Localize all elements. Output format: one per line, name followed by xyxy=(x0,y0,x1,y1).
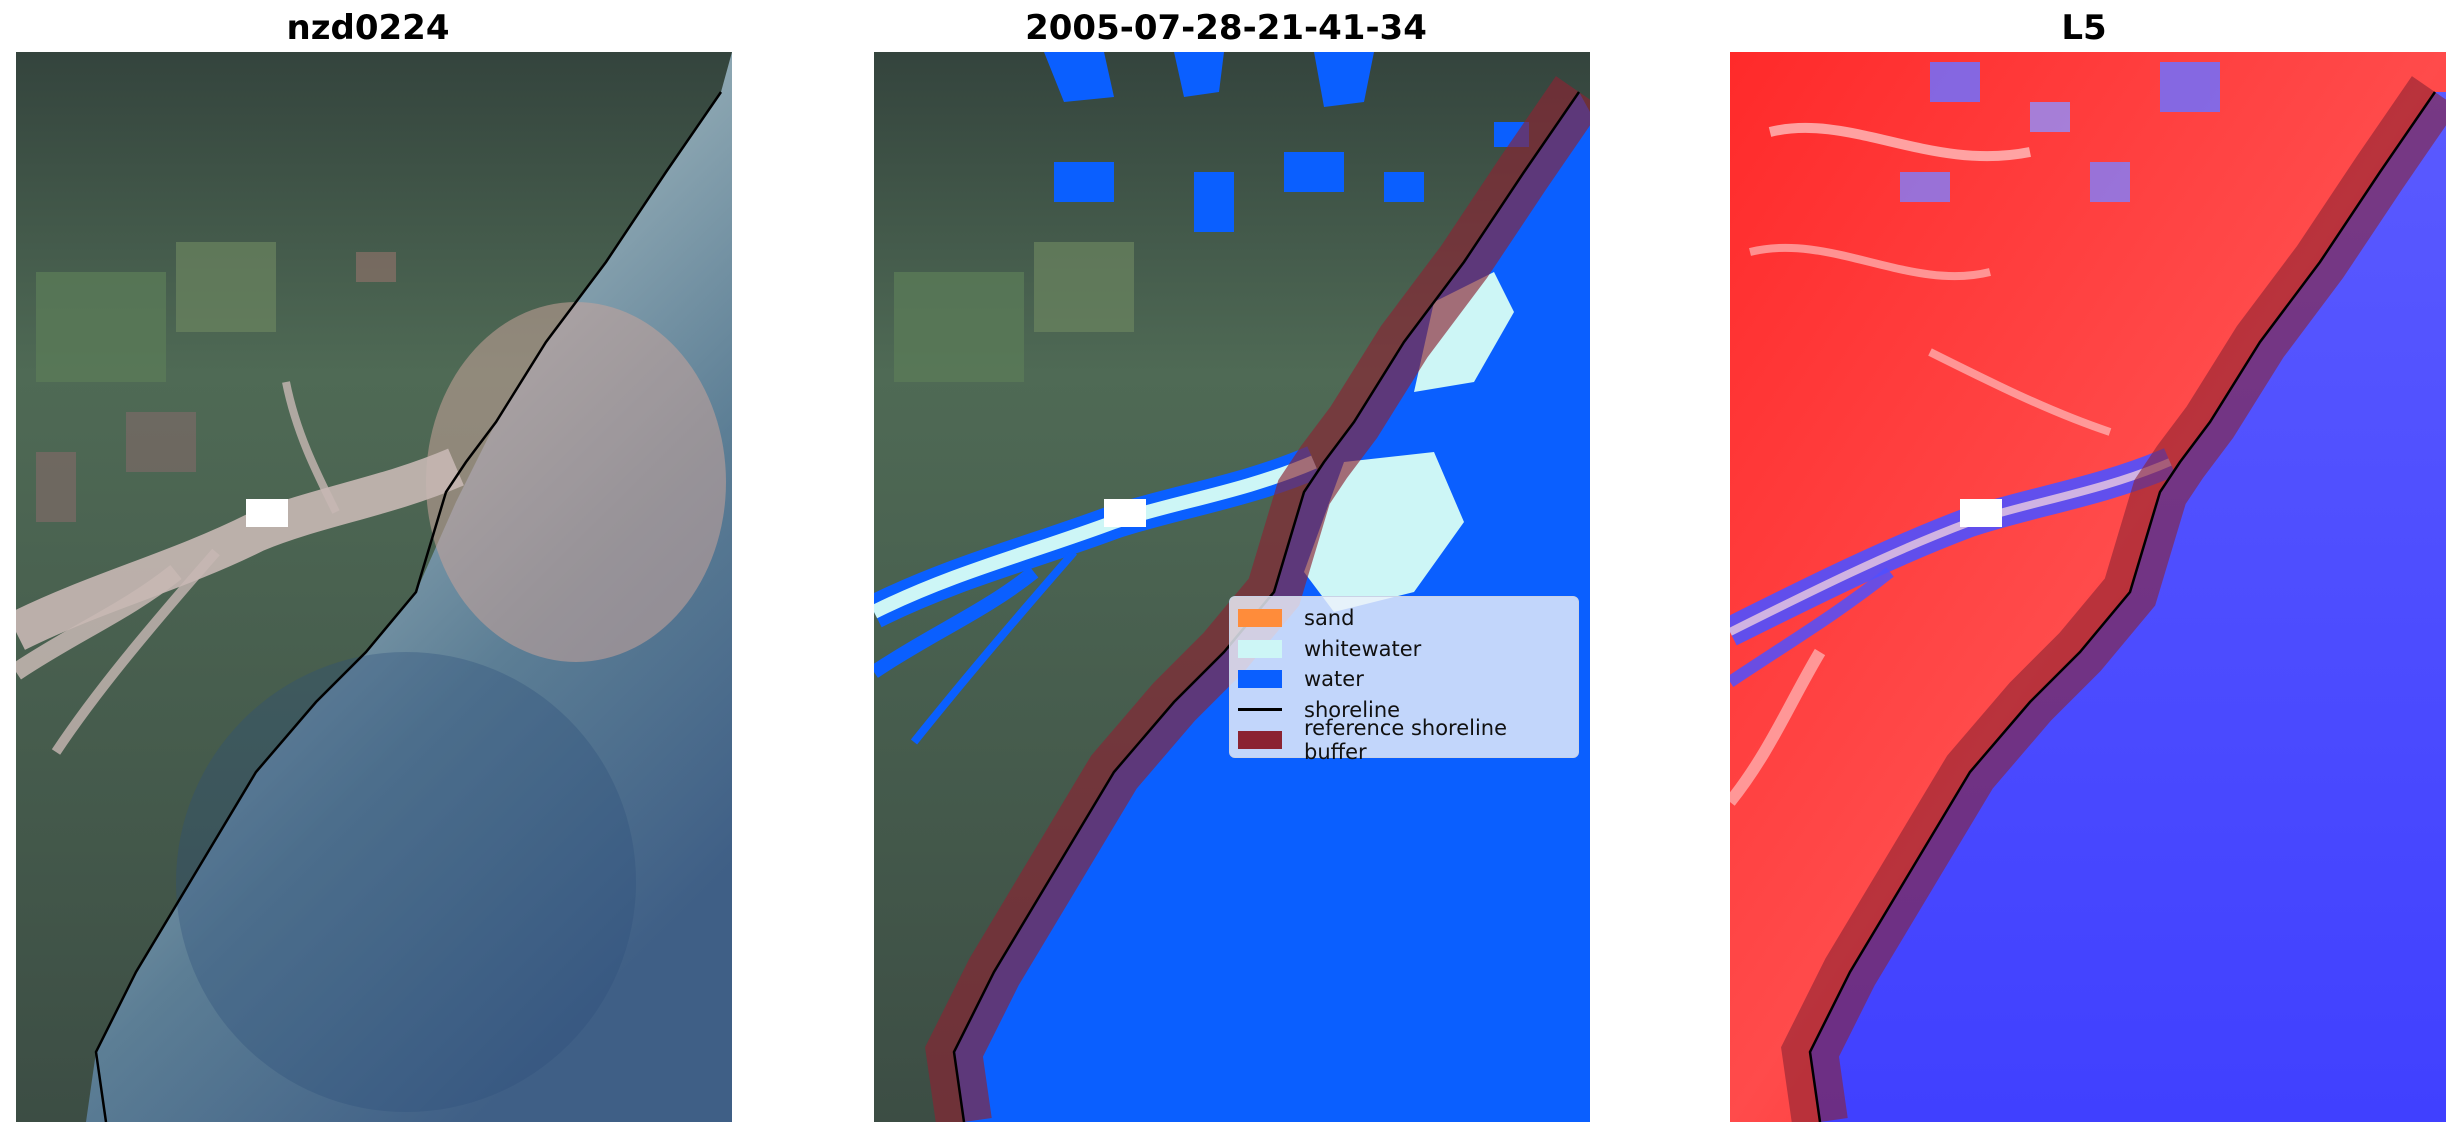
legend-item-shoreline: shoreline xyxy=(1238,695,1570,726)
panel-title-index: L5 xyxy=(2061,8,2107,48)
legend-item-whitewater: whitewater xyxy=(1238,634,1570,665)
rgb-image xyxy=(16,52,732,1122)
panel-title-classification: 2005-07-28-21-41-34 xyxy=(1025,8,1427,48)
legend-swatch-whitewater xyxy=(1238,639,1282,658)
legend-swatch-water xyxy=(1238,670,1282,689)
index-image xyxy=(1730,52,2446,1122)
index-image-svg xyxy=(1730,52,2446,1122)
legend-item-sand: sand xyxy=(1238,603,1570,634)
classification-image xyxy=(874,52,1590,1122)
legend-swatch-sand xyxy=(1238,609,1282,628)
panel-title-rgb: nzd0224 xyxy=(286,8,450,48)
legend-swatch-buffer xyxy=(1238,731,1282,750)
legend-label-whitewater: whitewater xyxy=(1304,636,1422,661)
rgb-image-svg xyxy=(16,52,732,1122)
legend-item-water: water xyxy=(1238,664,1570,695)
legend-label-buffer: reference shoreline buffer xyxy=(1304,716,1508,765)
legend-label-water: water xyxy=(1304,667,1364,692)
legend-label-sand: sand xyxy=(1304,606,1355,631)
legend: sand whitewater water shoreline referenc… xyxy=(1229,596,1579,764)
classification-image-svg xyxy=(874,52,1590,1122)
legend-label-shoreline: shoreline xyxy=(1304,697,1401,722)
legend-swatch-shoreline xyxy=(1238,708,1282,712)
legend-item-buffer: reference shoreline buffer xyxy=(1238,716,1570,764)
